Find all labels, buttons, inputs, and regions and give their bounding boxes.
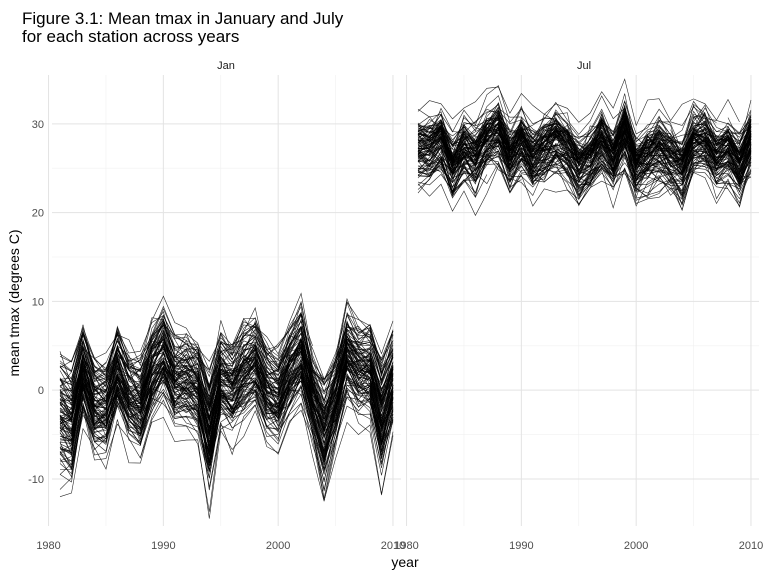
station-line [417,85,717,140]
x-tick-label: 1990 [509,540,533,552]
x-tick-label: 2010 [739,540,763,552]
station-line [59,396,107,454]
station-line [417,125,752,176]
station-line [59,300,325,389]
station-line [417,155,752,207]
station-line [59,334,313,435]
station-line [59,355,394,454]
y-tick-label: 20 [32,208,44,220]
station-line [417,140,752,193]
y-tick-label: 10 [32,296,44,308]
chart-title-line2: for each station across years [22,27,239,46]
station-line [59,380,394,473]
station-line [475,137,752,183]
x-tick-label: 1980 [394,540,418,552]
station-line [636,133,683,158]
station-line [417,143,752,194]
station-line [59,399,394,512]
station-line [417,116,752,163]
station-line [578,130,752,188]
station-line [555,129,752,179]
station-line [417,135,511,167]
x-tick-label: 2000 [624,540,648,552]
station-line [59,321,394,395]
panel-jul [406,75,759,526]
x-axis-title: year [391,554,419,570]
station-line [727,119,752,155]
station-line [105,371,394,466]
x-tick-label: 1990 [151,540,175,552]
station-line [59,338,313,430]
station-line [59,332,394,429]
station-line [59,375,325,475]
station-line [151,369,187,393]
station-line [417,136,752,185]
station-line [417,93,752,165]
chart-title-line1: Figure 3.1: Mean tmax in January and Jul… [22,9,344,28]
station-line [417,152,488,198]
station-line [59,370,130,425]
station-line [209,341,394,446]
station-line [624,149,729,207]
y-tick-label: -10 [28,474,44,486]
station-line [417,156,752,212]
station-line [417,120,752,165]
station-line [59,376,394,471]
station-line [417,100,752,144]
station-line [59,329,394,414]
station-line [418,133,442,149]
y-axis-title: mean tmax (degrees C) [6,229,22,376]
panel-jan [48,75,401,526]
x-tick-label: 2000 [266,540,290,552]
station-line [82,297,394,383]
station-line [417,124,752,177]
station-line [417,104,752,157]
station-line [59,404,118,483]
y-tick-label: 30 [32,119,44,131]
station-line [417,124,442,133]
facet-label-jul: Jul [577,60,591,72]
station-line [578,150,752,198]
station-line [417,108,591,149]
station-line [509,146,752,189]
station-line [417,95,706,158]
station-line [59,373,394,483]
x-tick-label: 2010 [381,540,405,552]
y-tick-label: 0 [38,385,44,397]
station-line [440,151,453,189]
y-axis-ticks: -10 0 10 20 30 [28,119,44,486]
station-line [59,343,382,437]
station-line [59,380,107,426]
station-line [59,311,394,402]
station-line [727,114,752,143]
station-line [670,112,706,157]
station-line [312,350,394,436]
station-line [59,319,256,387]
facet-label-jan: Jan [217,60,235,72]
station-line [417,165,752,217]
x-tick-label: 1980 [36,540,60,552]
station-line [417,78,740,127]
station-line [59,387,394,519]
station-line [417,107,752,153]
station-line [59,374,394,473]
station-line [59,385,348,499]
station-line [417,128,752,181]
station-line [417,137,534,177]
station-line [417,134,499,180]
station-line [417,121,752,178]
station-line [440,123,752,177]
station-line [417,110,511,162]
